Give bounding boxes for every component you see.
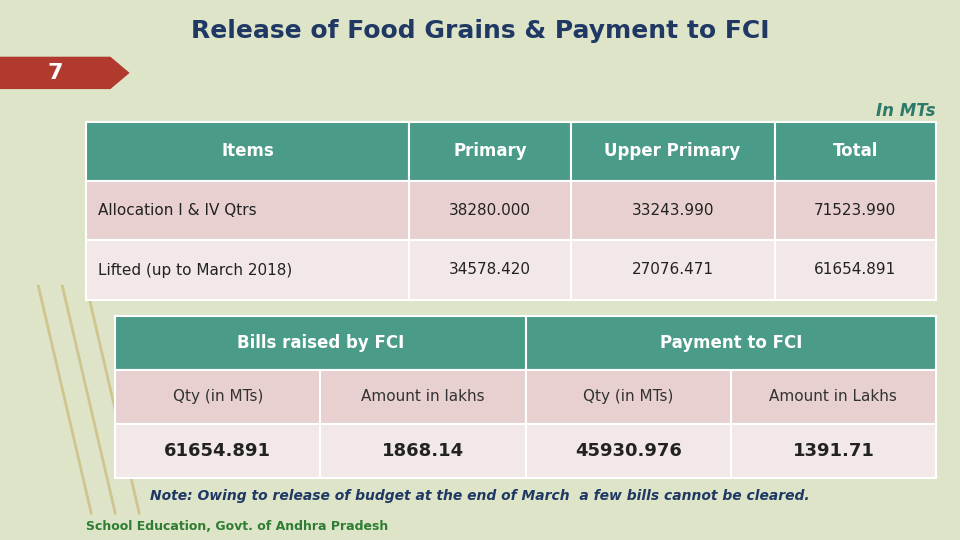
- Text: School Education, Govt. of Andhra Pradesh: School Education, Govt. of Andhra Prades…: [86, 520, 389, 533]
- FancyBboxPatch shape: [526, 370, 731, 424]
- Text: 71523.990: 71523.990: [814, 203, 897, 218]
- Text: Primary: Primary: [453, 142, 527, 160]
- Text: Lifted (up to March 2018): Lifted (up to March 2018): [98, 262, 292, 278]
- FancyBboxPatch shape: [409, 240, 570, 300]
- Text: Payment to FCI: Payment to FCI: [660, 334, 802, 352]
- Text: Qty (in MTs): Qty (in MTs): [583, 389, 673, 404]
- FancyBboxPatch shape: [86, 122, 409, 181]
- FancyBboxPatch shape: [115, 370, 321, 424]
- Text: 1868.14: 1868.14: [382, 442, 464, 460]
- Text: Items: Items: [222, 142, 275, 160]
- Text: Allocation I & IV Qtrs: Allocation I & IV Qtrs: [98, 203, 256, 218]
- FancyBboxPatch shape: [86, 181, 409, 240]
- Text: 38280.000: 38280.000: [449, 203, 531, 218]
- Text: 61654.891: 61654.891: [814, 262, 897, 278]
- Text: 45930.976: 45930.976: [575, 442, 682, 460]
- FancyBboxPatch shape: [321, 370, 526, 424]
- FancyBboxPatch shape: [409, 181, 570, 240]
- FancyBboxPatch shape: [570, 122, 775, 181]
- FancyBboxPatch shape: [775, 240, 936, 300]
- FancyBboxPatch shape: [321, 424, 526, 478]
- FancyBboxPatch shape: [570, 240, 775, 300]
- Text: 7: 7: [48, 63, 63, 83]
- Text: 33243.990: 33243.990: [632, 203, 714, 218]
- Text: Note: Owing to release of budget at the end of March  a few bills cannot be clea: Note: Owing to release of budget at the …: [150, 489, 810, 503]
- Text: Release of Food Grains & Payment to FCI: Release of Food Grains & Payment to FCI: [191, 19, 769, 43]
- Text: 1391.71: 1391.71: [792, 442, 875, 460]
- FancyBboxPatch shape: [570, 181, 775, 240]
- Text: Amount in lakhs: Amount in lakhs: [361, 389, 485, 404]
- FancyBboxPatch shape: [115, 424, 321, 478]
- Text: 34578.420: 34578.420: [449, 262, 531, 278]
- Text: 61654.891: 61654.891: [164, 442, 272, 460]
- Polygon shape: [0, 57, 130, 89]
- Text: Total: Total: [832, 142, 878, 160]
- Text: Amount in Lakhs: Amount in Lakhs: [770, 389, 898, 404]
- Text: In MTs: In MTs: [876, 102, 936, 120]
- FancyBboxPatch shape: [526, 424, 731, 478]
- FancyBboxPatch shape: [86, 240, 409, 300]
- FancyBboxPatch shape: [526, 316, 936, 370]
- Text: 27076.471: 27076.471: [632, 262, 713, 278]
- Text: Upper Primary: Upper Primary: [605, 142, 741, 160]
- Text: Bills raised by FCI: Bills raised by FCI: [237, 334, 404, 352]
- FancyBboxPatch shape: [775, 181, 936, 240]
- FancyBboxPatch shape: [731, 370, 936, 424]
- FancyBboxPatch shape: [115, 316, 526, 370]
- FancyBboxPatch shape: [775, 122, 936, 181]
- FancyBboxPatch shape: [731, 424, 936, 478]
- FancyBboxPatch shape: [409, 122, 570, 181]
- Text: Qty (in MTs): Qty (in MTs): [173, 389, 263, 404]
